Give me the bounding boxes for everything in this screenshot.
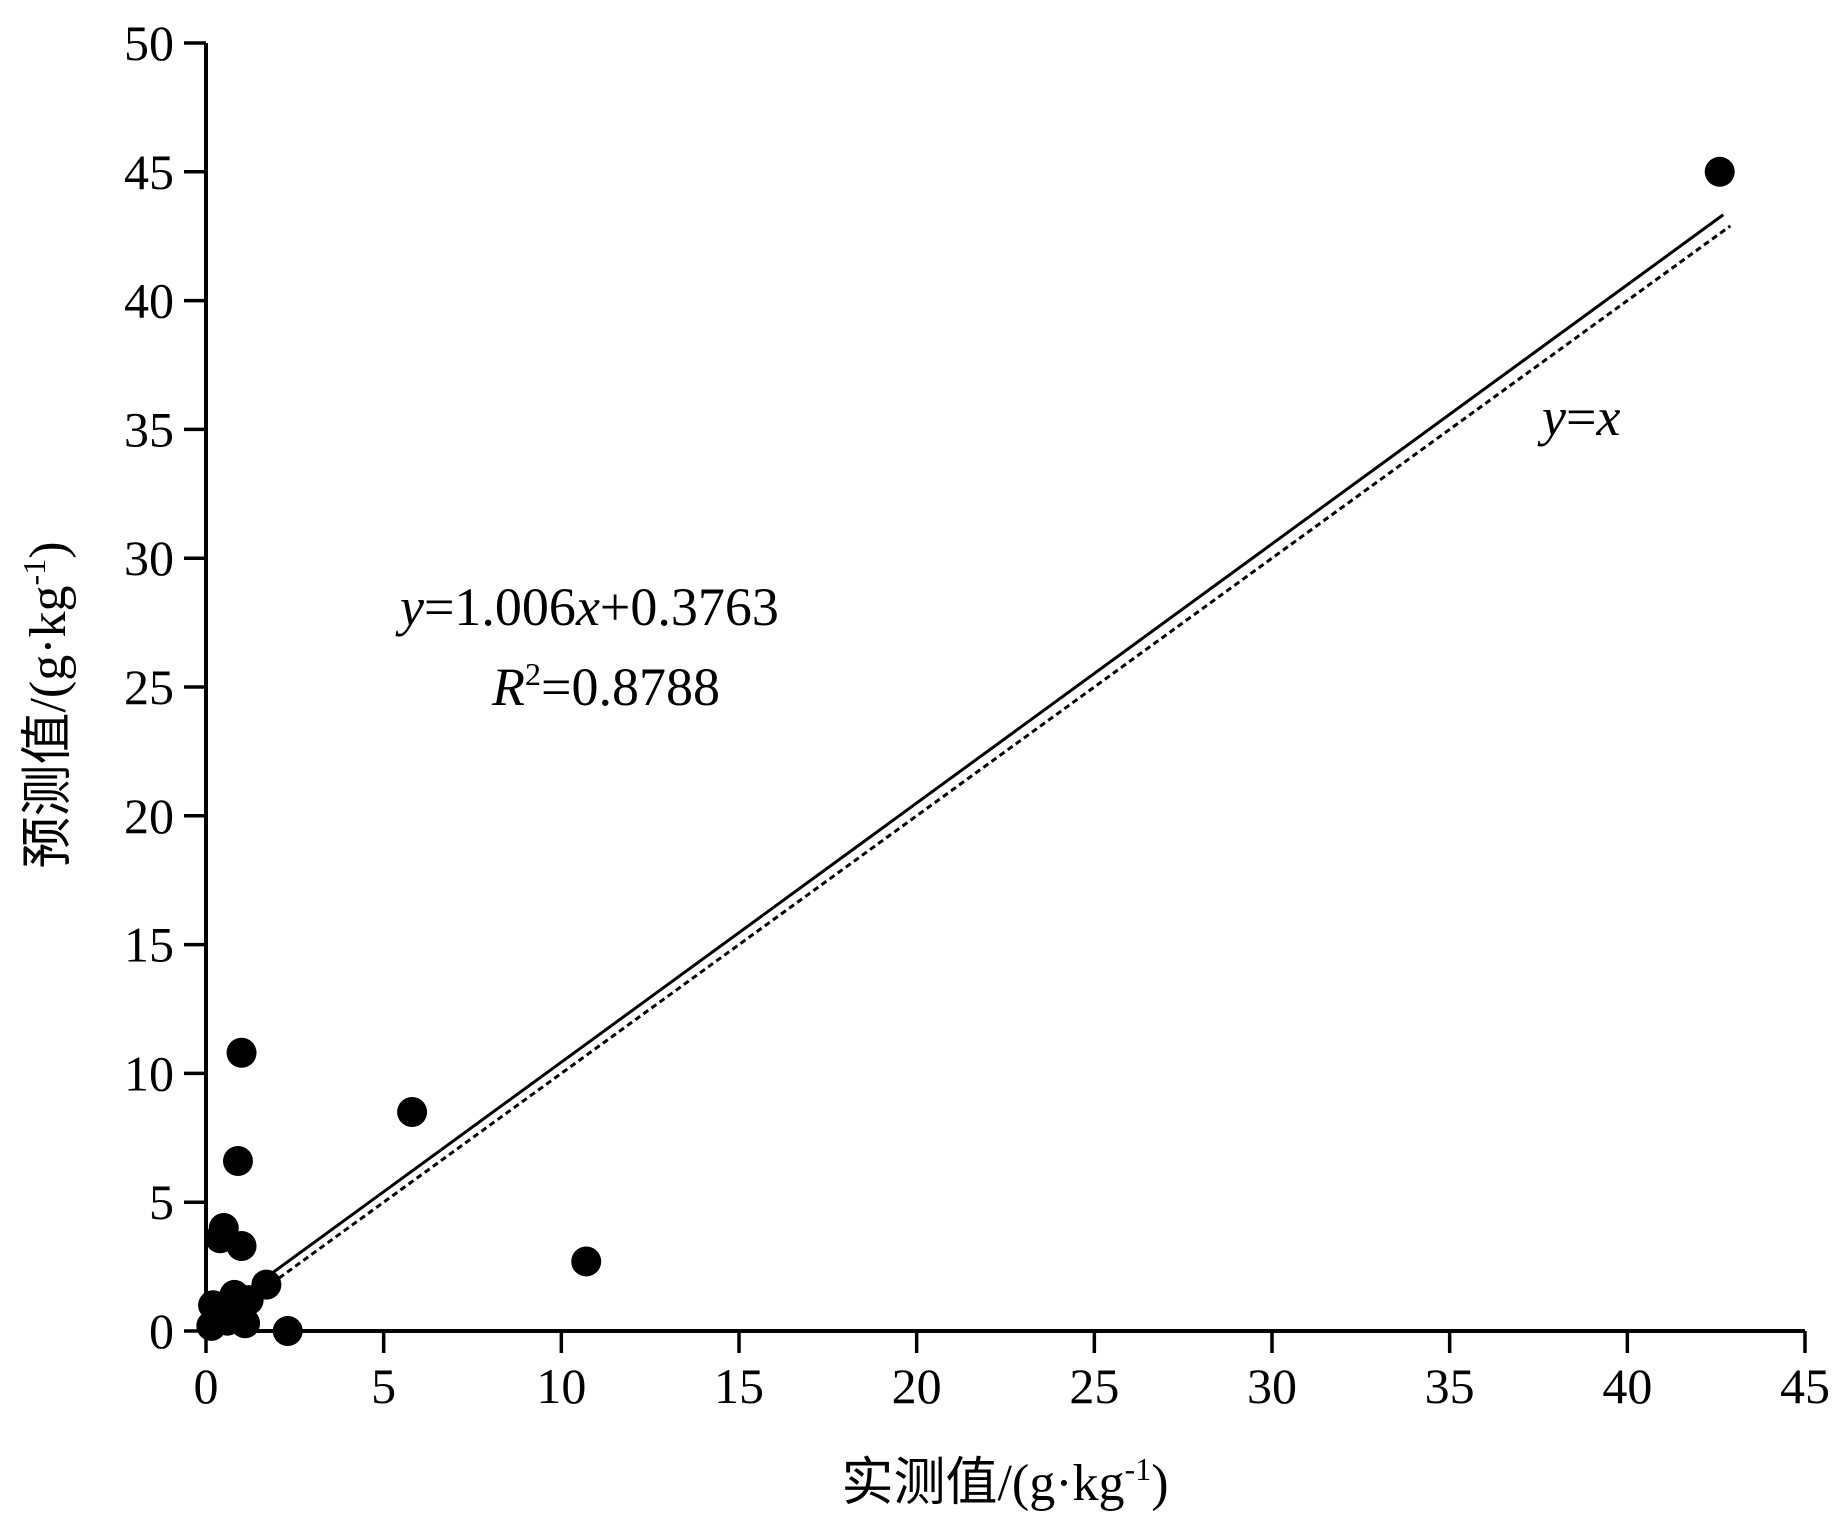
x-tick-label: 0 (194, 1358, 219, 1414)
identity-line-label: y=x (1537, 387, 1620, 447)
y-axis-ticks: 0 5 10 15 20 25 30 35 40 45 50 (124, 15, 206, 1359)
y-tick-label: 0 (149, 1303, 174, 1359)
data-point (226, 1230, 257, 1261)
x-tick-label: 20 (892, 1358, 942, 1414)
x-tick-label: 35 (1425, 1358, 1475, 1414)
x-tick-label: 10 (536, 1358, 586, 1414)
x-axis-ticks: 0 5 10 15 20 25 30 35 40 45 (194, 1331, 1830, 1414)
data-point (196, 1310, 227, 1341)
data-points (196, 156, 1735, 1346)
regression-equation: y=1.006x+0.3763 (395, 577, 779, 637)
x-tick-label: 30 (1247, 1358, 1297, 1414)
data-point (272, 1316, 303, 1346)
data-point (397, 1097, 428, 1128)
data-point (571, 1246, 602, 1277)
y-tick-label: 45 (124, 144, 174, 200)
regression-fit-line (261, 213, 1725, 1282)
y-tick-label: 10 (124, 1045, 174, 1101)
x-tick-label: 5 (371, 1358, 396, 1414)
data-point (230, 1308, 261, 1339)
y-tick-label: 15 (124, 917, 174, 973)
x-tick-label: 25 (1069, 1358, 1119, 1414)
identity-reference-line (261, 224, 1732, 1291)
y-tick-label: 35 (124, 401, 174, 457)
x-axis-title: 实测值/(g·kg-1) (841, 1451, 1168, 1512)
data-point (222, 1145, 253, 1176)
y-tick-label: 20 (124, 788, 174, 844)
x-tick-label: 40 (1602, 1358, 1652, 1414)
y-tick-label: 5 (149, 1174, 174, 1230)
x-tick-label: 15 (714, 1358, 764, 1414)
r-squared-label: R2=0.8788 (491, 656, 720, 717)
x-tick-label: 45 (1780, 1358, 1830, 1414)
data-point (226, 1037, 257, 1068)
y-tick-label: 30 (124, 530, 174, 586)
y-axis-title: 预测值/(g·kg-1) (16, 541, 77, 868)
y-tick-label: 25 (124, 659, 174, 715)
y-tick-label: 40 (124, 273, 174, 329)
data-point (1704, 156, 1735, 187)
y-tick-label: 50 (124, 15, 174, 71)
